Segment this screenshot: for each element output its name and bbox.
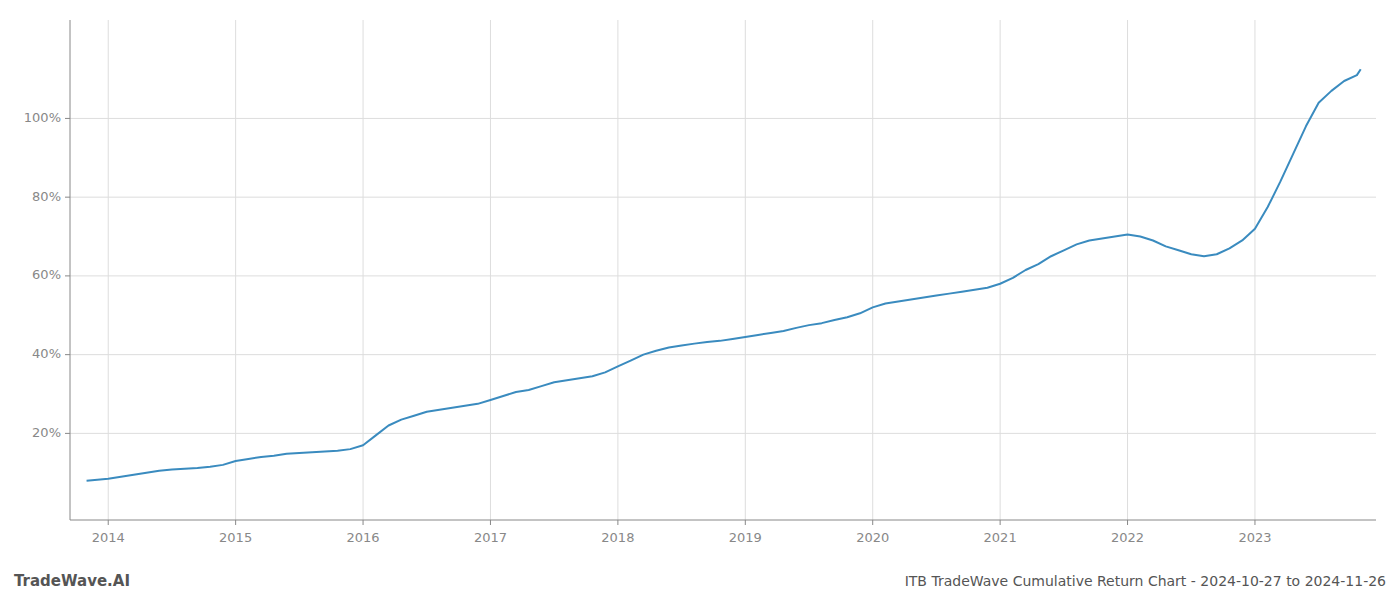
x-grid-line [1000, 20, 1001, 520]
y-tick [65, 433, 70, 434]
x-grid-line [872, 20, 873, 520]
x-grid-line [490, 20, 491, 520]
x-grid-line [745, 20, 746, 520]
y-tick-label: 80% [32, 189, 61, 204]
x-tick [363, 520, 364, 525]
x-grid-line [108, 20, 109, 520]
x-tick-label: 2023 [1238, 530, 1271, 545]
watermark: TradeWave.AI [14, 572, 130, 590]
x-grid-line [235, 20, 236, 520]
y-grid-line [70, 433, 1376, 434]
y-grid-line [70, 275, 1376, 276]
axes: 20% 40% 60% 80% 100% 2014 2015 2016 2017 2018 2019… [24, 20, 1376, 545]
line [87, 69, 1361, 480]
x-tick [1127, 520, 1128, 525]
x-grid-line [617, 20, 618, 520]
title: ITB TradeWave Cumulative Return Chart - … [905, 573, 1386, 589]
chart: 20% 40% 60% 80% 100% 2014 2015 2016 2017 2018 2019… [0, 0, 1400, 600]
grid [70, 20, 1376, 520]
x-tick-label: 2015 [219, 530, 252, 545]
x-tick-label: 2014 [92, 530, 125, 545]
x-tick [1254, 520, 1255, 525]
x-tick-label: 2022 [1111, 530, 1144, 545]
y-grid-line [70, 354, 1376, 355]
x-tick [1000, 520, 1001, 525]
y-tick [65, 354, 70, 355]
x-grid-line [1254, 20, 1255, 520]
x-tick-label: 2020 [856, 530, 889, 545]
x-tick-label: 2016 [347, 530, 380, 545]
plot-area [87, 69, 1361, 480]
x-tick [235, 520, 236, 525]
background [0, 0, 1400, 600]
y-tick-label: 20% [32, 425, 61, 440]
y-tick-label: 60% [32, 267, 61, 282]
footer: TradeWave.AI ITB TradeWave Cumulative Ret… [14, 572, 1386, 590]
x-tick-label: 2019 [729, 530, 762, 545]
y-tick [65, 118, 70, 119]
y-grid-line [70, 118, 1376, 119]
x-tick-label: 2021 [984, 530, 1017, 545]
y-tick-label: 40% [32, 346, 61, 361]
x-tick [617, 520, 618, 525]
x-tick-label: 2018 [601, 530, 634, 545]
y-tick [65, 197, 70, 198]
x-tick [108, 520, 109, 525]
x-grid-line [1127, 20, 1128, 520]
x-tick-label: 2017 [474, 530, 507, 545]
x-tick [490, 520, 491, 525]
y-axis-line [70, 20, 71, 520]
x-tick [872, 520, 873, 525]
x-tick [745, 520, 746, 525]
y-tick [65, 275, 70, 276]
y-tick-label: 100% [24, 110, 61, 125]
x-axis-line [70, 520, 1376, 521]
y-grid-line [70, 197, 1376, 198]
